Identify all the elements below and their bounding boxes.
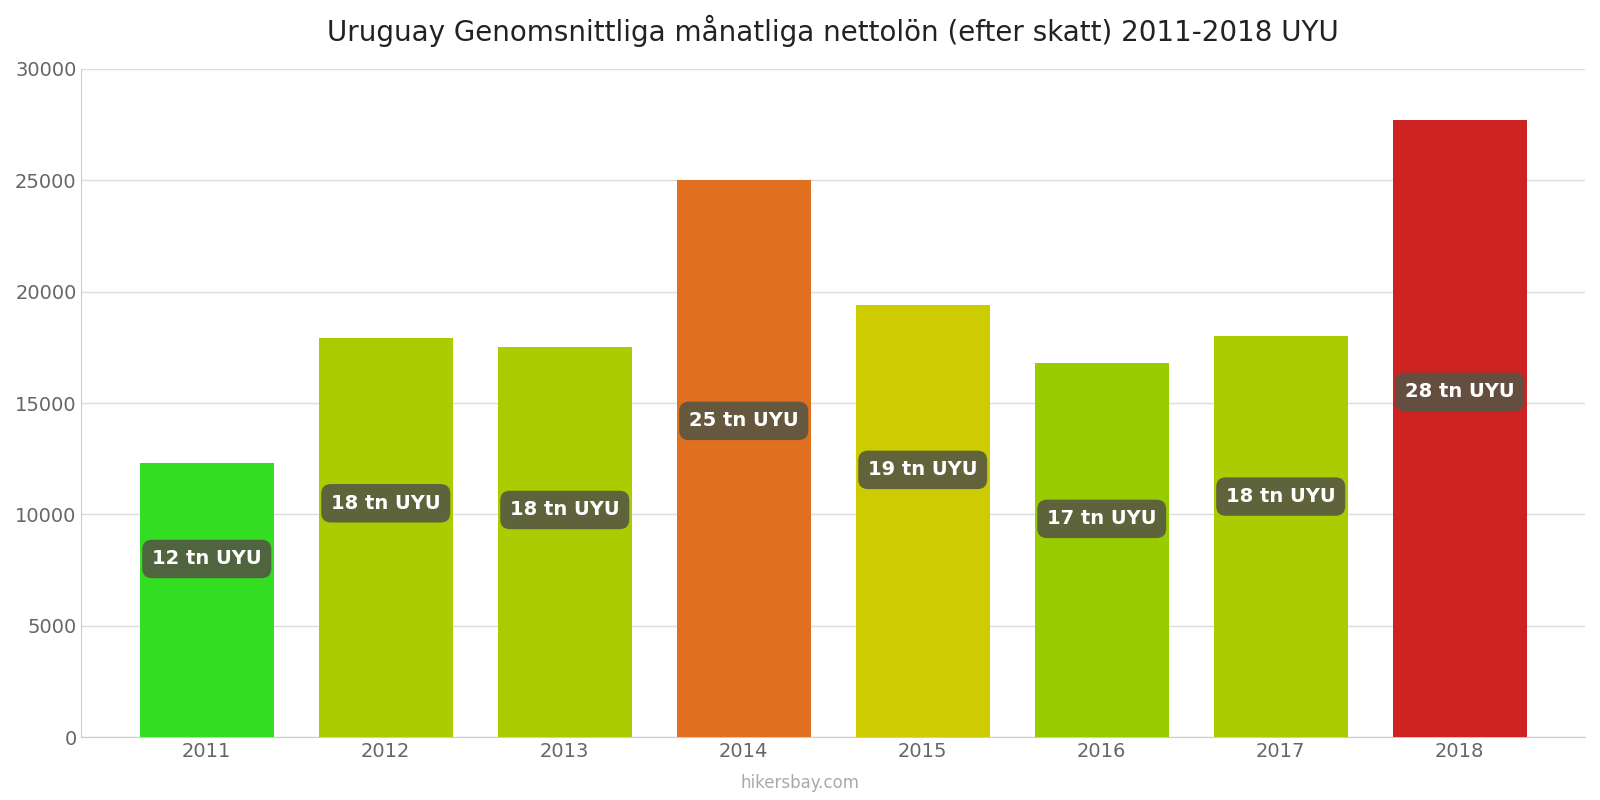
Text: 12 tn UYU: 12 tn UYU [152,550,261,569]
Bar [677,180,811,737]
Text: 19 tn UYU: 19 tn UYU [867,460,978,479]
Bar [1213,336,1347,737]
Text: 25 tn UYU: 25 tn UYU [690,411,798,430]
Bar [1035,363,1170,737]
Text: 18 tn UYU: 18 tn UYU [331,494,440,513]
Text: 18 tn UYU: 18 tn UYU [1226,487,1336,506]
Text: 28 tn UYU: 28 tn UYU [1405,382,1515,402]
Bar [318,338,453,737]
Text: hikersbay.com: hikersbay.com [741,774,859,792]
Text: 18 tn UYU: 18 tn UYU [510,501,619,519]
Bar [856,305,990,737]
Bar [1392,120,1526,737]
Text: 17 tn UYU: 17 tn UYU [1046,510,1157,528]
Bar [498,347,632,737]
Bar [139,463,274,737]
Title: Uruguay Genomsnittliga månatliga nettolön (efter skatt) 2011-2018 UYU: Uruguay Genomsnittliga månatliga nettolö… [328,15,1339,47]
